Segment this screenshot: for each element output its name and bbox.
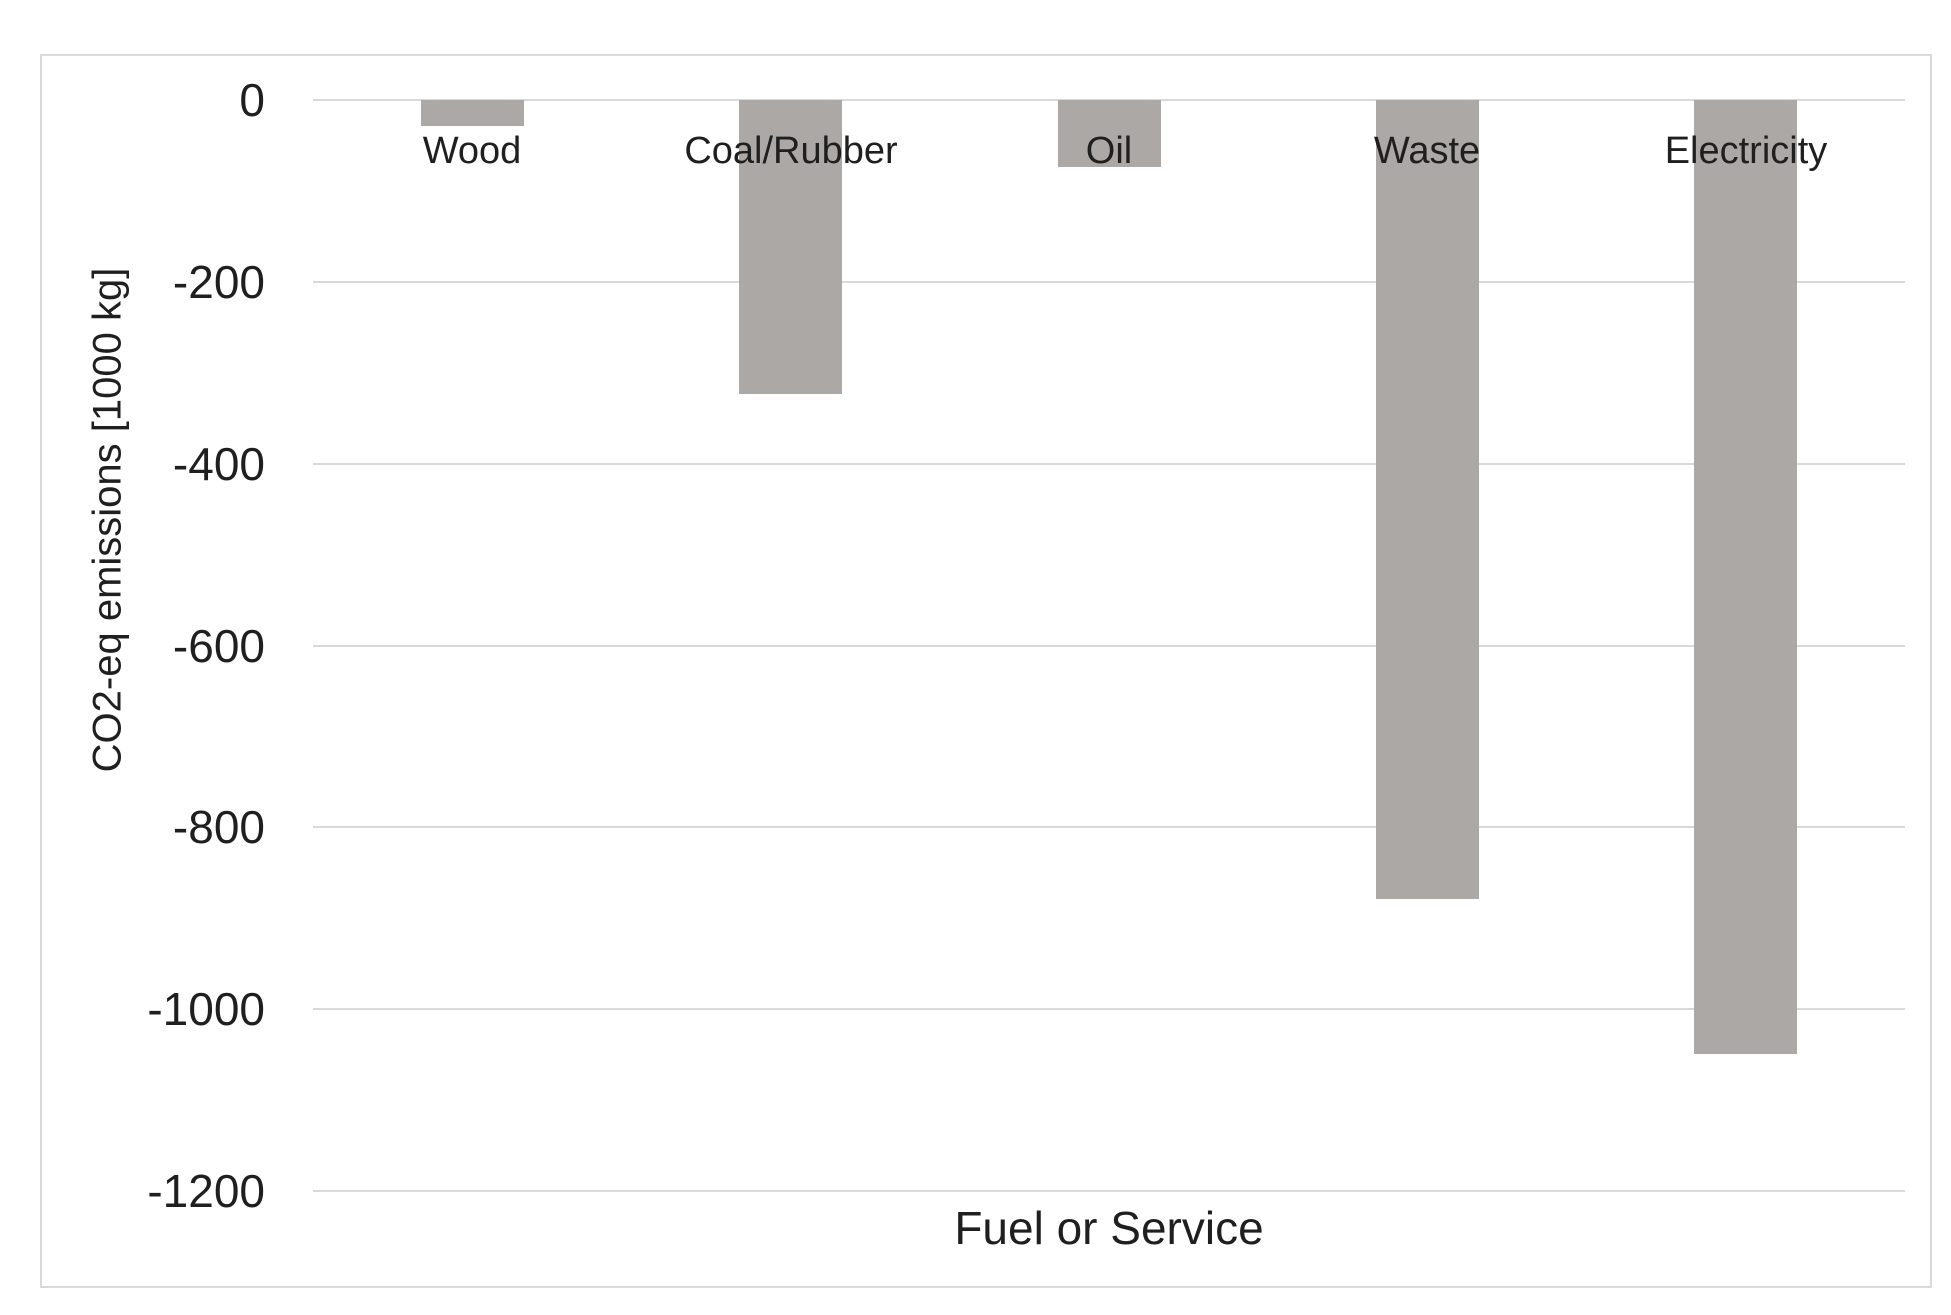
y-tick-label--600: -600 xyxy=(172,620,265,672)
y-tick-label--1200: -1200 xyxy=(147,1165,265,1217)
gridline--200 xyxy=(313,281,1905,283)
gridline--1000 xyxy=(313,1008,1905,1010)
category-label-waste: Waste xyxy=(1373,130,1481,172)
category-label-coal-rubber: Coal/Rubber xyxy=(684,130,898,172)
y-tick-label--1000: -1000 xyxy=(147,983,265,1035)
y-tick-label--400: -400 xyxy=(172,438,265,490)
y-tick-label--800: -800 xyxy=(172,801,265,853)
bar-coal-rubber xyxy=(739,100,842,394)
bar-waste xyxy=(1376,100,1479,899)
bar-oil xyxy=(1058,100,1161,167)
category-label-oil: Oil xyxy=(1085,130,1133,172)
gridline--600 xyxy=(313,645,1905,647)
x-axis-title: Fuel or Service xyxy=(954,1202,1264,1254)
category-label-electricity: Electricity xyxy=(1664,130,1828,172)
gridline--800 xyxy=(313,826,1905,828)
chart-frame xyxy=(40,54,1932,1288)
category-label-wood: Wood xyxy=(422,130,522,172)
gridline--1200 xyxy=(313,1190,1905,1192)
bar-electricity xyxy=(1694,100,1797,1054)
bar-wood xyxy=(421,100,524,126)
y-axis-title: CO2-eq emissions [1000 kg] xyxy=(85,267,130,773)
y-tick-label-0: 0 xyxy=(239,74,265,126)
y-tick-label--200: -200 xyxy=(172,256,265,308)
gridline--400 xyxy=(313,463,1905,465)
